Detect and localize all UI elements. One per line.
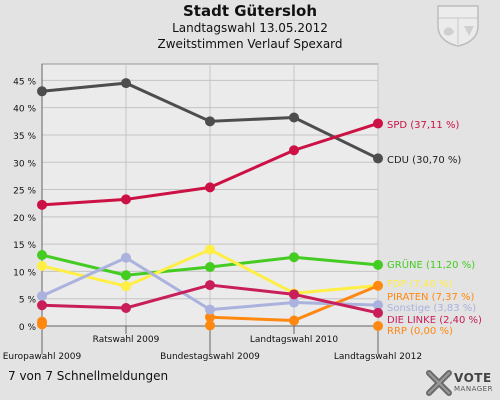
data-point-spd xyxy=(289,145,299,156)
reporting-status: 7 von 7 Schnellmeldungen xyxy=(8,369,169,383)
brand-name-top: VOTE xyxy=(454,371,492,385)
data-point-gr-ne xyxy=(121,270,131,281)
series-label-sonstige: Sonstige (3,83 %) xyxy=(387,303,476,314)
y-tick-label: 20 % xyxy=(13,214,36,224)
data-point-gr-ne xyxy=(289,252,299,263)
data-point-sonstige xyxy=(37,290,47,301)
y-tick-label: 25 % xyxy=(13,187,36,197)
y-tick-label: 0 % xyxy=(19,323,37,333)
y-tick-label: 35 % xyxy=(13,132,36,142)
data-point-die-linke xyxy=(205,280,215,291)
x-tick-label: Bundestagswahl 2009 xyxy=(160,352,260,362)
y-tick-label: 15 % xyxy=(13,241,36,251)
series-label-cdu: CDU (30,70 %) xyxy=(387,155,461,166)
data-point-fdp xyxy=(205,244,215,255)
data-point-cdu xyxy=(205,116,215,127)
data-point-gr-ne xyxy=(373,259,383,270)
data-point-die-linke xyxy=(289,289,299,300)
data-point-fdp xyxy=(37,260,47,271)
y-tick-label: 30 % xyxy=(13,159,36,169)
data-point-sonstige xyxy=(373,300,383,311)
data-point-piraten xyxy=(373,280,383,291)
x-tick-label: Ratswahl 2009 xyxy=(93,335,160,345)
series-label-die-linke: DIE LINKE (2,40 %) xyxy=(387,315,482,326)
data-point-spd xyxy=(373,118,383,129)
x-logo-icon xyxy=(426,370,452,396)
data-point-rrp xyxy=(205,320,215,331)
data-point-sonstige xyxy=(205,304,215,315)
coat-of-arms-icon xyxy=(437,5,479,47)
brand-name-bottom: MANAGER xyxy=(454,385,493,393)
series-label-spd: SPD (37,11 %) xyxy=(387,120,459,131)
x-tick-label: Landtagswahl 2010 xyxy=(250,335,339,345)
series-label-piraten: PIRATEN (7,37 %) xyxy=(387,292,475,303)
data-point-gr-ne xyxy=(205,262,215,273)
data-point-rrp xyxy=(373,321,383,331)
y-tick-label: 5 % xyxy=(19,296,37,306)
y-tick-label: 45 % xyxy=(13,77,36,87)
x-tick-label: Landtagswahl 2012 xyxy=(334,352,422,362)
data-point-piraten xyxy=(289,315,299,326)
chart-subtitle: Landtagswahl 13.05.2012 xyxy=(172,21,328,35)
data-point-fdp xyxy=(121,281,131,292)
data-point-die-linke xyxy=(37,300,47,311)
series-label-fdp: FDP (7,40 %) xyxy=(387,279,453,290)
data-point-sonstige xyxy=(121,252,131,263)
data-point-cdu xyxy=(121,78,131,89)
y-tick-label: 10 % xyxy=(13,268,36,278)
data-point-spd xyxy=(121,194,131,205)
x-tick-label: Europawahl 2009 xyxy=(3,352,82,362)
data-point-cdu xyxy=(289,112,299,123)
chart-subtitle-2: Zweitstimmen Verlauf Spexard xyxy=(157,37,343,51)
y-tick-label: 40 % xyxy=(13,105,36,115)
data-point-spd xyxy=(37,199,47,210)
data-point-gr-ne xyxy=(37,250,47,261)
data-point-cdu xyxy=(373,153,383,164)
data-point-piraten xyxy=(205,312,215,323)
series-label-rrp: RRP (0,00 %) xyxy=(387,326,453,337)
series-label-gr-ne: GRÜNE (11,20 %) xyxy=(387,258,475,271)
data-point-spd xyxy=(205,182,215,193)
data-point-die-linke xyxy=(121,302,131,313)
chart-title: Stadt Gütersloh xyxy=(182,2,317,20)
data-point-sonstige xyxy=(289,297,299,308)
data-point-rrp xyxy=(37,319,47,330)
data-point-cdu xyxy=(37,86,47,97)
data-point-die-linke xyxy=(373,307,383,318)
